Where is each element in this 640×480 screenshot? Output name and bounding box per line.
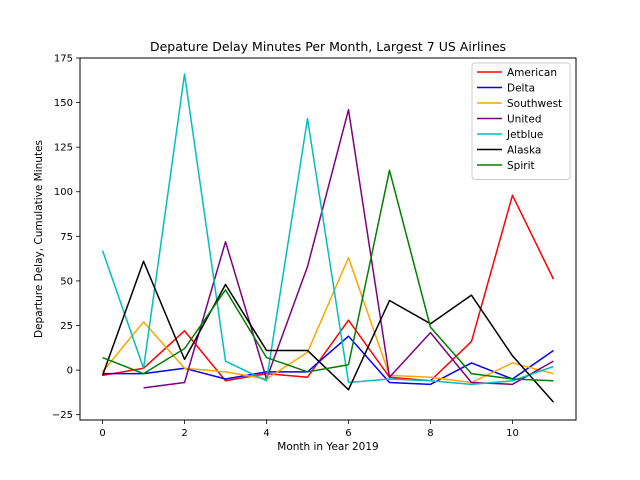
plot-frame	[79, 57, 577, 421]
series-line-alaska	[101, 260, 555, 403]
x-tick-label: 10	[506, 428, 519, 439]
legend-label: Southwest	[507, 98, 562, 110]
y-tick-label: 100	[54, 187, 73, 198]
chart-title: Depature Delay Minutes Per Month, Larges…	[150, 39, 506, 54]
legend-label: Spirit	[507, 160, 535, 172]
y-axis-label: Departure Delay, Cumulative Minutes	[33, 140, 45, 338]
y-tick-label: 125	[54, 143, 73, 154]
x-tick-label: 2	[181, 428, 187, 439]
legend-label: American	[507, 67, 557, 79]
legend: American Delta Southwest United Jetblue Alask…	[471, 62, 571, 180]
y-tick-label: 25	[60, 321, 73, 332]
legend-label: Delta	[507, 83, 535, 95]
series-line-spirit	[102, 169, 554, 382]
y-tick-label: 150	[54, 98, 73, 109]
series-line-southwest	[101, 256, 554, 384]
x-axis-ticks: 0 2 4 6 8 10	[99, 420, 519, 439]
series-line-jetblue	[101, 73, 554, 386]
legend-label: Alaska	[507, 145, 541, 157]
x-tick-label: 0	[99, 428, 105, 439]
y-tick-label: −25	[52, 410, 73, 421]
legend-label: United	[507, 114, 542, 126]
y-tick-label: 175	[54, 54, 73, 65]
x-tick-label: 4	[263, 428, 269, 439]
y-tick-label: 0	[67, 366, 73, 377]
series-lines	[101, 73, 555, 403]
x-tick-label: 8	[427, 428, 433, 439]
x-axis-label: Month in Year 2019	[277, 441, 378, 453]
y-axis-ticks: −25 0 25 50 75 100 125 150 175	[52, 54, 80, 421]
y-tick-label: 75	[60, 232, 73, 243]
x-tick-label: 6	[345, 428, 351, 439]
legend-label: Jetblue	[506, 129, 543, 141]
y-tick-label: 50	[60, 276, 73, 287]
legend-box	[471, 62, 571, 180]
series-line-delta	[102, 335, 554, 386]
series-line-american	[102, 194, 555, 382]
